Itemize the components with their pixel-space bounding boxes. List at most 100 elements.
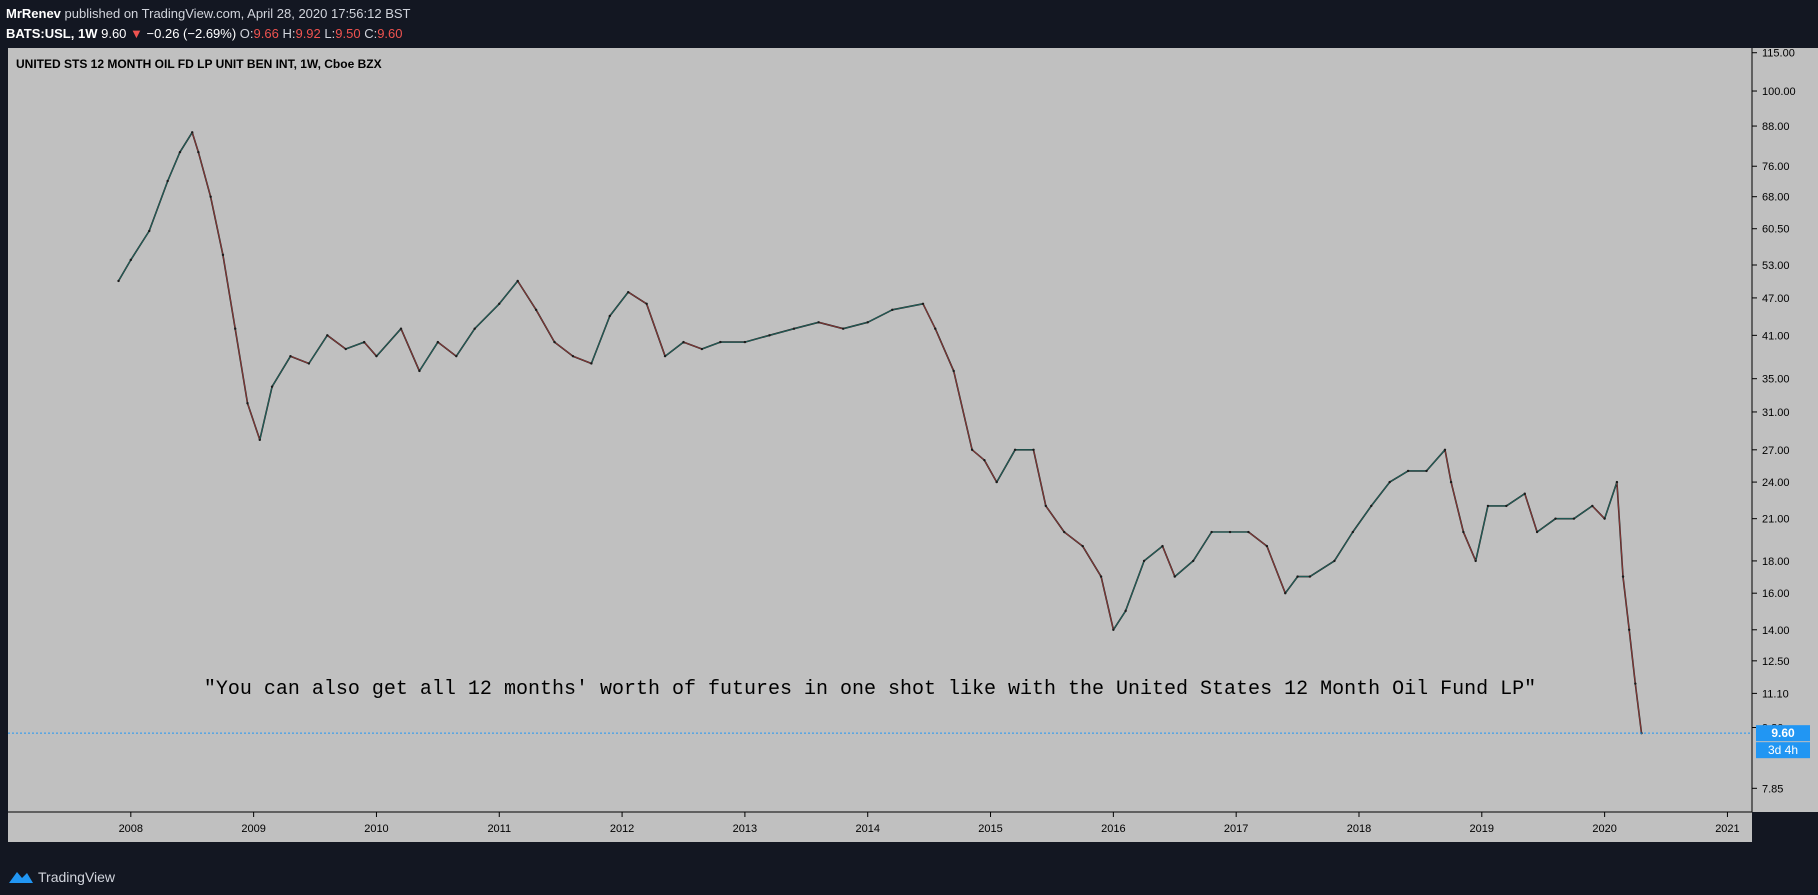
chart-frame[interactable]: UNITED STS 12 MONTH OIL FD LP UNIT BEN I… [0,48,1818,860]
price-point [191,131,194,134]
price-point [209,195,212,198]
price-axis[interactable] [1752,48,1818,812]
price-segment [210,196,224,255]
price-segment [971,449,985,461]
price-point [970,448,974,452]
price-point [1013,448,1017,452]
price-point [1554,517,1557,520]
price-point [148,229,151,233]
y-tick-label: 14.00 [1762,625,1790,637]
y-tick-label: 100.00 [1762,86,1796,98]
x-tick-label: 2009 [241,823,265,835]
price-segment [234,328,248,404]
chart-header: MrRenev published on TradingView.com, Ap… [0,0,1818,48]
y-tick-label: 7.85 [1762,783,1783,795]
price-segment [1334,531,1354,562]
price-segment [1450,481,1464,533]
price-segment [118,259,132,282]
price-point [473,327,476,330]
price-point [817,321,820,324]
price-segment [867,309,893,323]
y-tick-label: 12.50 [1762,656,1790,668]
price-segment [1475,505,1489,562]
price-point [700,347,704,351]
price-segment [1309,560,1335,577]
tradingview-logo-icon[interactable] [8,868,34,886]
price-segment [953,370,973,450]
price-change: −0.26 (−2.69%) [146,26,237,41]
price-point [1308,575,1312,578]
y-tick-label: 60.50 [1762,224,1790,236]
plot-area[interactable] [8,48,1752,812]
y-tick-label: 41.00 [1762,330,1790,342]
price-segment [222,254,236,329]
price-segment [683,341,703,350]
price-segment [984,459,998,483]
down-triangle-icon: ▼ [130,26,143,41]
price-segment [609,291,629,317]
price-segment [818,321,844,330]
price-segment [167,152,181,182]
price-point [1462,530,1465,534]
price-segment [363,341,377,357]
price-segment [308,335,328,364]
price-point [117,279,120,283]
author-name[interactable]: MrRenev [6,6,61,21]
price-point [270,385,274,388]
y-tick-label: 76.00 [1762,161,1790,173]
y-tick-label: 24.00 [1762,477,1790,489]
price-segment [1506,493,1526,507]
price-point [627,290,630,294]
price-segment [1524,493,1538,533]
price-point [221,253,225,257]
price-segment [701,341,721,350]
price-point [1173,575,1176,578]
price-segment [1113,610,1126,630]
price-point [1443,448,1447,452]
symbol-name[interactable]: BATS:USL, 1W [6,26,98,41]
price-segment [1174,560,1194,577]
price-point [399,327,403,330]
footer: TradingView [0,860,1818,895]
price-segment [1634,683,1642,734]
last-price-badge: 9.60 3d 4h [1756,725,1810,759]
y-axis-ticks: 115.00 100.00 88.00 76.00 68.00 60.50 53.00 47.… [1752,48,1796,795]
price-segment [179,132,193,153]
chart-annotation: "You can also get all 12 months' worth o… [204,678,1536,701]
price-point [129,258,133,262]
y-tick-label: 115.00 [1762,48,1795,60]
price-series [117,131,1643,735]
price-point [498,302,501,306]
x-tick-label: 2012 [610,823,634,835]
x-tick-label: 2008 [119,823,143,835]
price-segment [1045,505,1065,533]
price-point [841,327,845,330]
price-point [1124,609,1127,613]
high-label: H: [282,26,296,41]
y-tick-label: 27.00 [1762,445,1790,457]
price-point [645,302,648,306]
price-segment [591,315,611,364]
price-point [1615,480,1619,484]
symbol-line: BATS:USL, 1W 9.60 ▼ −0.26 (−2.69%) O:9.6… [6,26,403,42]
time-axis[interactable] [8,812,1752,842]
y-tick-label: 16.00 [1762,588,1790,600]
price-point [1099,575,1103,578]
price-point [344,347,347,351]
price-segment [572,355,592,364]
price-point [1284,591,1287,595]
price-segment [1100,576,1114,630]
price-segment [535,309,555,343]
price-segment [744,334,770,343]
price-segment [628,291,647,305]
tradingview-brand[interactable]: TradingView [38,869,116,885]
price-point [553,340,556,344]
price-point [1210,530,1213,534]
price-segment [769,328,795,336]
y-tick-label: 88.00 [1762,121,1790,133]
price-segment [517,280,537,311]
price-point [1474,559,1477,563]
price-point [590,362,593,365]
price-segment [437,341,457,357]
price-point [1406,469,1410,473]
